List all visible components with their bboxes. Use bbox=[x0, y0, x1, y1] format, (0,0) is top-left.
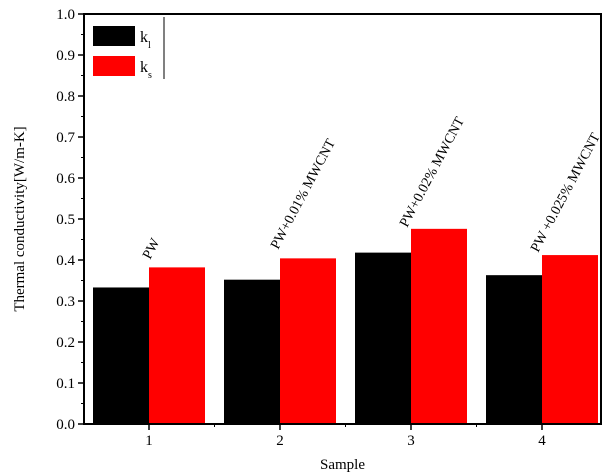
sample-annotations: PW PW+0.01% MWCNT PW+0.02% MWCNT PW +0.025%… bbox=[140, 115, 604, 262]
legend: kl ks bbox=[93, 17, 165, 81]
y-tick-label: 0.6 bbox=[56, 171, 75, 187]
y-axis-title: Thermal conductivity[W/m-K] bbox=[12, 126, 28, 311]
x-axis: 1 2 3 4 bbox=[145, 424, 546, 449]
bar-k_l-4 bbox=[486, 275, 542, 424]
sample-annotation: PW+0.02% MWCNT bbox=[397, 115, 468, 230]
sample-annotation: PW bbox=[140, 236, 163, 262]
y-tick-label: 0.3 bbox=[56, 294, 75, 310]
y-axis: 0.0 0.1 0.2 0.3 0.4 0.5 0.6 0.7 0.8 0.9 1.0 bbox=[56, 7, 84, 433]
bar-k_l-1 bbox=[93, 287, 149, 424]
x-tick-label: 2 bbox=[276, 433, 284, 449]
bar-k_l-3 bbox=[355, 252, 411, 424]
x-axis-title: Sample bbox=[320, 457, 365, 473]
legend-swatch-k_s bbox=[93, 56, 135, 76]
sample-annotation: PW +0.025% MWCNT bbox=[528, 130, 604, 254]
x-tick-label: 1 bbox=[145, 433, 153, 449]
legend-label: ks bbox=[140, 59, 152, 81]
bars-group bbox=[93, 228, 598, 424]
bar-k_s-1 bbox=[149, 267, 205, 424]
y-tick-label: 0.9 bbox=[56, 48, 75, 64]
y-tick-label: 1.0 bbox=[56, 7, 75, 23]
y-tick-label: 0.7 bbox=[56, 130, 75, 146]
bar-k_s-4 bbox=[542, 255, 598, 424]
bar-k_s-3 bbox=[411, 228, 467, 424]
y-tick-label: 0.4 bbox=[56, 253, 75, 269]
bar-k_l-2 bbox=[224, 279, 280, 424]
legend-label: kl bbox=[140, 29, 151, 51]
x-tick-label: 4 bbox=[538, 433, 546, 449]
bar-k_s-2 bbox=[280, 258, 336, 424]
sample-annotation: PW+0.01% MWCNT bbox=[268, 137, 339, 252]
legend-swatch-k_l bbox=[93, 26, 135, 46]
x-tick-label: 3 bbox=[407, 433, 415, 449]
y-tick-label: 0.8 bbox=[56, 89, 75, 105]
y-tick-label: 0.5 bbox=[56, 212, 75, 228]
y-tick-label: 0.1 bbox=[56, 376, 75, 392]
y-tick-label: 0.2 bbox=[56, 335, 75, 351]
y-tick-label: 0.0 bbox=[56, 417, 75, 433]
